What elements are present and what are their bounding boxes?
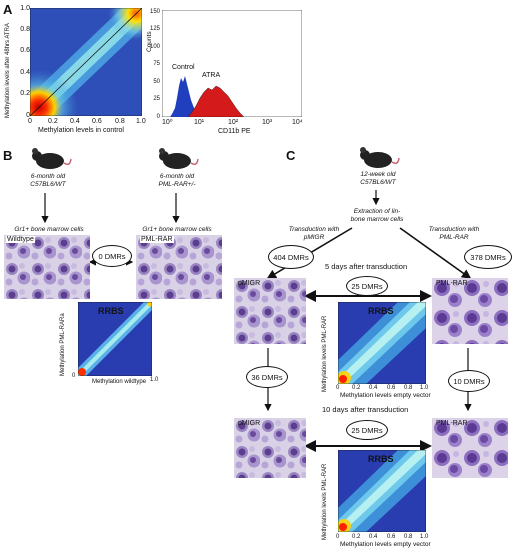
- rrbs-c-5d-xticks: 0 0.2 0.4 0.6 0.8 1.0: [336, 385, 429, 391]
- cd11b-histogram: [161, 9, 303, 118]
- heatmap-atra-xticks: 0 0.2 0.4 0.6 0.8 1.0: [28, 118, 146, 125]
- panel-a-letter: A: [3, 2, 13, 17]
- heatmap-atra-xlabel: Methylation levels in control: [38, 127, 124, 134]
- panel-c-letter: C: [286, 148, 296, 163]
- day10-label: 10 days after transduction: [322, 405, 409, 414]
- cells1-caption: Gr1+ bone marrow cells: [14, 226, 84, 233]
- rrbs-c-10d-xlabel: Methylation levels empty vector: [340, 541, 431, 548]
- transduction-right: Transduction with PML-RAR: [428, 226, 480, 241]
- day5-label: 5 days after transduction: [325, 262, 408, 271]
- rrbs-b-xlabel: Methylation wildtype: [92, 379, 147, 385]
- rrbs-b-title: RRBS: [98, 306, 124, 316]
- pmigr2-cells-image: [234, 418, 306, 478]
- rrbs-c-10d-title: RRBS: [368, 454, 394, 464]
- rrbs-c-10d-ylabel: Methylation levels PML-RAR: [322, 463, 328, 540]
- label-atra: ATRA: [202, 72, 221, 79]
- mouse-c-label: 12-week old C57BL6/WT: [360, 171, 396, 186]
- pml-rar-c-cells-image: [432, 278, 508, 344]
- rrbs-b-heatmap: [77, 301, 153, 377]
- rrbs-c-5d-heatmap: [337, 301, 427, 385]
- dmr-badge-25a: 25 DMRs: [346, 276, 388, 296]
- histogram-xlabel: CD11b PE: [218, 128, 251, 135]
- pml-rar2-cells-image: [432, 418, 508, 478]
- mouse-icon: [155, 145, 199, 171]
- dmr-badge-404: 404 DMRs: [268, 245, 314, 269]
- heatmap-atra: [29, 7, 143, 117]
- pml-rar2-label: PML-RAR: [436, 420, 468, 427]
- pmigr-cells-image: [234, 278, 306, 344]
- pml-rar-cells-image: [136, 235, 222, 299]
- mouse1-label: 6-month old C57BL6/WT: [30, 173, 66, 188]
- atra-histogram: [187, 85, 245, 118]
- pmigr-label: pMIGR: [238, 280, 261, 287]
- mouse2-label: 6-month old PML-RAR+/-: [158, 173, 196, 188]
- dmr-badge-25b: 25 DMRs: [346, 420, 388, 440]
- rrbs-c-5d-title: RRBS: [368, 306, 394, 316]
- pml-rar-c-label: PML-RAR: [436, 280, 468, 287]
- dmr-badge-378: 378 DMRs: [464, 245, 512, 269]
- mouse-icon: [28, 145, 72, 171]
- rrbs-c-5d-ylabel: Methylation levels PML-RAR: [322, 315, 328, 392]
- dmr-badge-0: 0 DMRs: [92, 245, 132, 267]
- rrbs-c-10d-xticks: 0 0.2 0.4 0.6 0.8 1.0: [336, 534, 429, 540]
- control-histogram: [170, 76, 200, 117]
- rrbs-b-tick1: 1.0: [150, 377, 159, 383]
- pml-rar-label: PML-RAR: [140, 236, 174, 243]
- rrbs-c-10d-heatmap: [337, 449, 427, 533]
- dmr-badge-10: 10 DMRs: [448, 370, 490, 392]
- panel-b-letter: B: [3, 148, 13, 163]
- rrbs-b-ylabel: Methylation PML-RARa: [60, 313, 66, 376]
- heatmap-atra-yticks: 0 0.2 0.4 0.6 0.8 1.0: [20, 5, 30, 119]
- wildtype-cells-image: [4, 235, 90, 299]
- dmr-badge-36: 36 DMRs: [246, 366, 288, 388]
- label-control: Control: [172, 64, 195, 71]
- transduction-left: Transduction with pMIGR: [288, 226, 340, 241]
- histogram-yticks: 0 25 50 75 100 125 150: [149, 9, 160, 120]
- extraction-label: Extraction of lin- bone marrow cells: [350, 208, 404, 223]
- rrbs-b-tick0: 0: [72, 373, 76, 379]
- cells2-caption: Gr1+ bone marrow cells: [142, 226, 212, 233]
- pmigr2-label: pMIGR: [238, 420, 261, 427]
- wildtype-label: Wildtype: [6, 236, 35, 243]
- histogram-xticks: 10⁰ 10¹ 10² 10³ 10⁴: [162, 119, 303, 126]
- mouse-icon: [356, 144, 400, 170]
- rrbs-c-5d-xlabel: Methylation levels empty vector: [340, 392, 431, 399]
